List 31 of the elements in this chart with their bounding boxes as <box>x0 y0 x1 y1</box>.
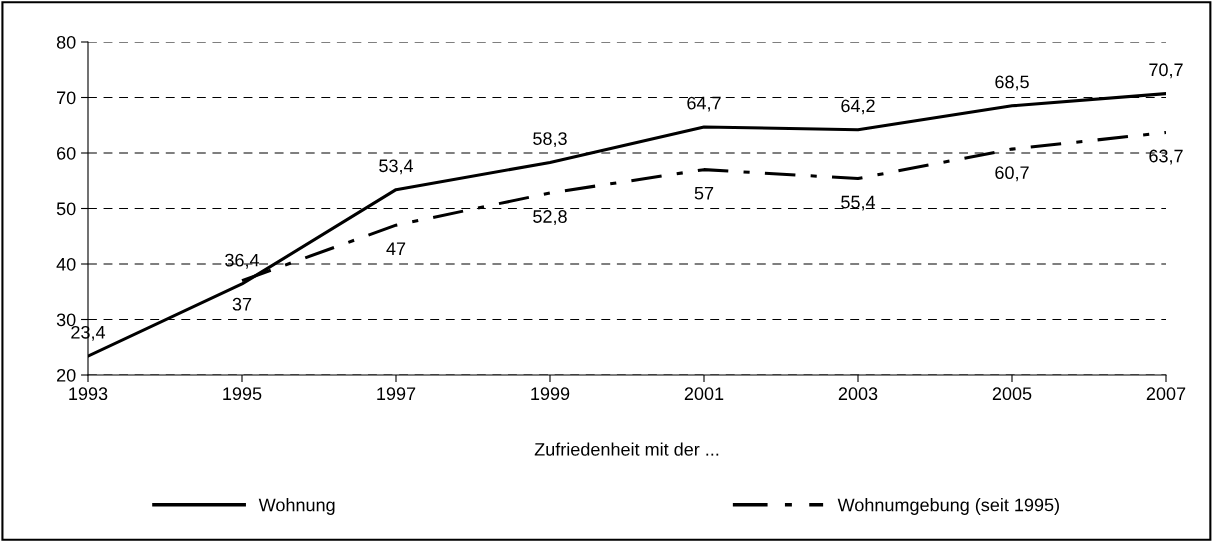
data-label: 55,4 <box>841 195 876 211</box>
data-label: 58,3 <box>533 132 567 148</box>
data-label: 52,8 <box>533 210 567 226</box>
data-label: 68,5 <box>995 75 1029 91</box>
y-tick-label: 50 <box>56 202 76 216</box>
data-label: 53,4 <box>379 159 414 175</box>
y-tick-label: 30 <box>56 313 76 327</box>
y-tick-label: 20 <box>57 368 76 382</box>
x-tick-label: 2005 <box>992 387 1032 401</box>
x-tick-label: 1999 <box>531 387 570 401</box>
data-label: 47 <box>386 242 406 255</box>
y-tick-label: 60 <box>57 146 76 160</box>
y-tick-label: 80 <box>56 35 76 49</box>
data-label: 36,4 <box>225 253 260 269</box>
data-label: 64,2 <box>841 99 875 115</box>
data-label: 37 <box>232 297 252 311</box>
legend-label: Wohnung <box>258 498 335 515</box>
x-tick-label: 1997 <box>377 387 416 401</box>
x-tick-label: 2003 <box>838 387 878 401</box>
x-tick-label: 2001 <box>684 387 724 401</box>
data-label: 70,7 <box>1149 63 1183 79</box>
legend-label: Wohnumgebung (seit 1995) <box>837 498 1059 515</box>
data-label: 60,7 <box>995 166 1029 182</box>
y-tick-label: 40 <box>56 257 76 271</box>
x-tick-label: 1995 <box>223 387 262 401</box>
data-label: 57 <box>694 186 714 200</box>
x-axis-title: Zufriedenheit mit der ... <box>534 442 719 456</box>
x-tick-label: 2007 <box>1146 387 1186 401</box>
y-tick-label: 70 <box>57 91 76 105</box>
data-label: 63,7 <box>1149 149 1183 165</box>
x-tick-label: 1993 <box>69 387 108 401</box>
